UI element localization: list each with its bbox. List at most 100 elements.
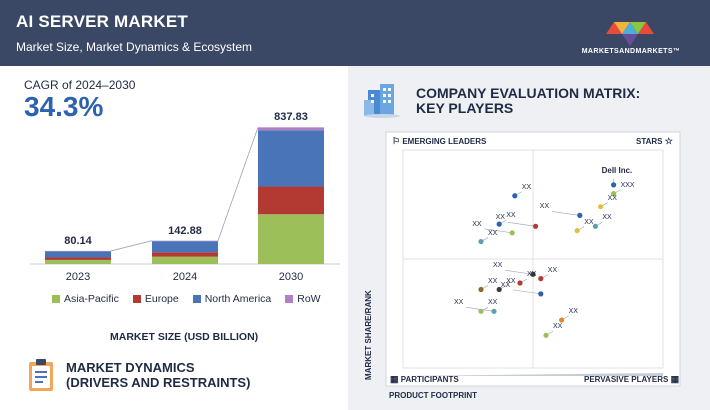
company-point <box>574 228 580 234</box>
pervasive-icon: ▦ <box>670 374 680 384</box>
legend-item-north-america: North America <box>192 293 272 305</box>
legend-item-europe: Europe <box>132 293 179 305</box>
x-tick-label: 2024 <box>172 271 198 283</box>
legend-swatch <box>52 295 60 303</box>
bar-total-label: 80.14 <box>64 234 92 247</box>
matrix-title-line1: COMPANY EVALUATION MATRIX: <box>416 85 641 101</box>
legend-label: Europe <box>144 293 179 305</box>
company-label: XX <box>488 277 498 285</box>
brand-logo-icon <box>606 22 654 46</box>
bar-segment-europe-2030 <box>258 186 324 215</box>
bar-total-label: 837.83 <box>274 111 308 124</box>
cagr-label: CAGR of 2024–2030 <box>24 78 136 92</box>
quadrant-label-stars: STARS ☆ <box>636 136 673 147</box>
market-dynamics-line1: MARKET DYNAMICS <box>66 360 195 375</box>
company-point <box>478 286 484 293</box>
company-label: XX <box>488 299 498 307</box>
company-point <box>543 332 549 338</box>
company-label: XX <box>521 183 532 191</box>
legend-label: Asia-Pacific <box>64 293 119 305</box>
company-label: XX <box>527 270 537 278</box>
quadrant-label-text: PERVASIVE PLAYERS <box>584 375 669 384</box>
page-title: AI SERVER MARKET <box>16 12 188 31</box>
point-leader-line <box>484 228 513 234</box>
cagr-value: 34.3% <box>24 91 104 122</box>
point-leader-line <box>551 211 580 216</box>
company-label: XX <box>539 203 550 211</box>
page-subtitle: Market Size, Market Dynamics & Ecosystem <box>16 40 253 54</box>
trend-line <box>217 127 259 241</box>
company-point <box>592 223 599 229</box>
company-point <box>509 230 515 236</box>
clipboard-icon <box>28 358 54 392</box>
x-tick-label: 2030 <box>278 271 304 283</box>
company-point <box>478 308 484 314</box>
legend-swatch <box>132 295 141 303</box>
company-point <box>517 280 523 286</box>
company-point <box>611 191 617 197</box>
legend-swatch <box>192 295 201 303</box>
bar-segment-europe-2024 <box>152 252 218 257</box>
quadrant-label-text: EMERGING LEADERS <box>402 137 487 146</box>
chart-x-axis-title: MARKET SIZE (USD BILLION) <box>110 331 259 343</box>
bar-segment-asia-pacific-2030 <box>258 214 324 264</box>
market-dynamics-line2: (DRIVERS AND RESTRAINTS) <box>66 375 251 390</box>
bar-segment-asia-pacific-2023 <box>45 259 111 264</box>
bar-segment-north-america-2024 <box>152 241 218 253</box>
company-point <box>496 286 502 293</box>
header-banner: AI SERVER MARKET Market Size, Market Dyn… <box>0 0 710 66</box>
bar-segment-north-america-2023 <box>45 251 111 258</box>
company-label: XX <box>547 266 558 274</box>
emerging-leaders-icon: ⚐ <box>392 136 401 146</box>
point-leader-line <box>465 307 495 312</box>
chart-legend: Asia-Pacific Europe North America RoW <box>52 293 321 305</box>
legend-item-asia-pacific: Asia-Pacific <box>52 293 119 305</box>
company-label: XX <box>506 277 516 285</box>
company-point <box>478 238 484 245</box>
bar-segment-europe-2023 <box>45 257 111 260</box>
market-size-bar-chart <box>30 127 340 265</box>
company-point <box>512 193 518 199</box>
star-icon: ☆ <box>664 136 673 146</box>
x-tick-label: 2023 <box>65 271 91 283</box>
buildings-icon <box>362 82 402 118</box>
company-label: XX <box>488 229 498 237</box>
company-label: Dell Inc. <box>601 165 633 175</box>
legend-label: North America <box>204 293 272 305</box>
company-label: XX <box>495 214 505 222</box>
company-label: XX <box>607 194 617 202</box>
company-label: XX <box>500 281 511 289</box>
brand-name: MARKETSANDMARKETS™ <box>581 48 681 55</box>
market-dynamics-title: MARKET DYNAMICS (DRIVERS AND RESTRAINTS) <box>66 360 250 390</box>
company-label: XX <box>568 308 578 316</box>
company-point-dell <box>611 182 617 188</box>
legend-swatch <box>285 295 294 303</box>
quadrant-label-emerging-leaders: ⚐ EMERGING LEADERS <box>392 136 486 147</box>
trend-line <box>110 240 153 252</box>
bar-segment-north-america-2030 <box>258 130 324 187</box>
company-label: XX <box>493 262 503 270</box>
matrix-x-axis-title: PRODUCT FOOTPRINT <box>389 391 477 400</box>
company-label: XX <box>553 323 563 331</box>
quadrant-label-text: STARS <box>636 137 663 146</box>
company-label: XX <box>472 220 482 228</box>
company-label: XX <box>506 212 516 220</box>
company-point <box>491 308 497 314</box>
bar-segment-asia-pacific-2024 <box>152 256 218 264</box>
x-axis-arrow <box>403 373 663 376</box>
bar-total-label: 142.88 <box>168 224 202 237</box>
bar-segment-row-2030 <box>258 127 324 131</box>
matrix-y-axis-title: MARKET SHARE/RANK <box>364 290 373 380</box>
company-point <box>538 291 544 297</box>
company-label: XX <box>584 218 594 226</box>
point-leader-line <box>507 222 536 227</box>
legend-item-row: RoW <box>285 293 321 305</box>
matrix-title-line2: KEY PLAYERS <box>416 100 514 116</box>
matrix-title: COMPANY EVALUATION MATRIX: KEY PLAYERS <box>416 86 640 116</box>
quadrant-label-participants: ▦ PARTICIPANTS <box>390 374 459 385</box>
company-point <box>577 212 583 218</box>
quadrant-label-pervasive-players: PERVASIVE PLAYERS ▦ <box>584 374 679 385</box>
company-label: XX <box>602 214 612 222</box>
legend-label: RoW <box>297 293 321 305</box>
